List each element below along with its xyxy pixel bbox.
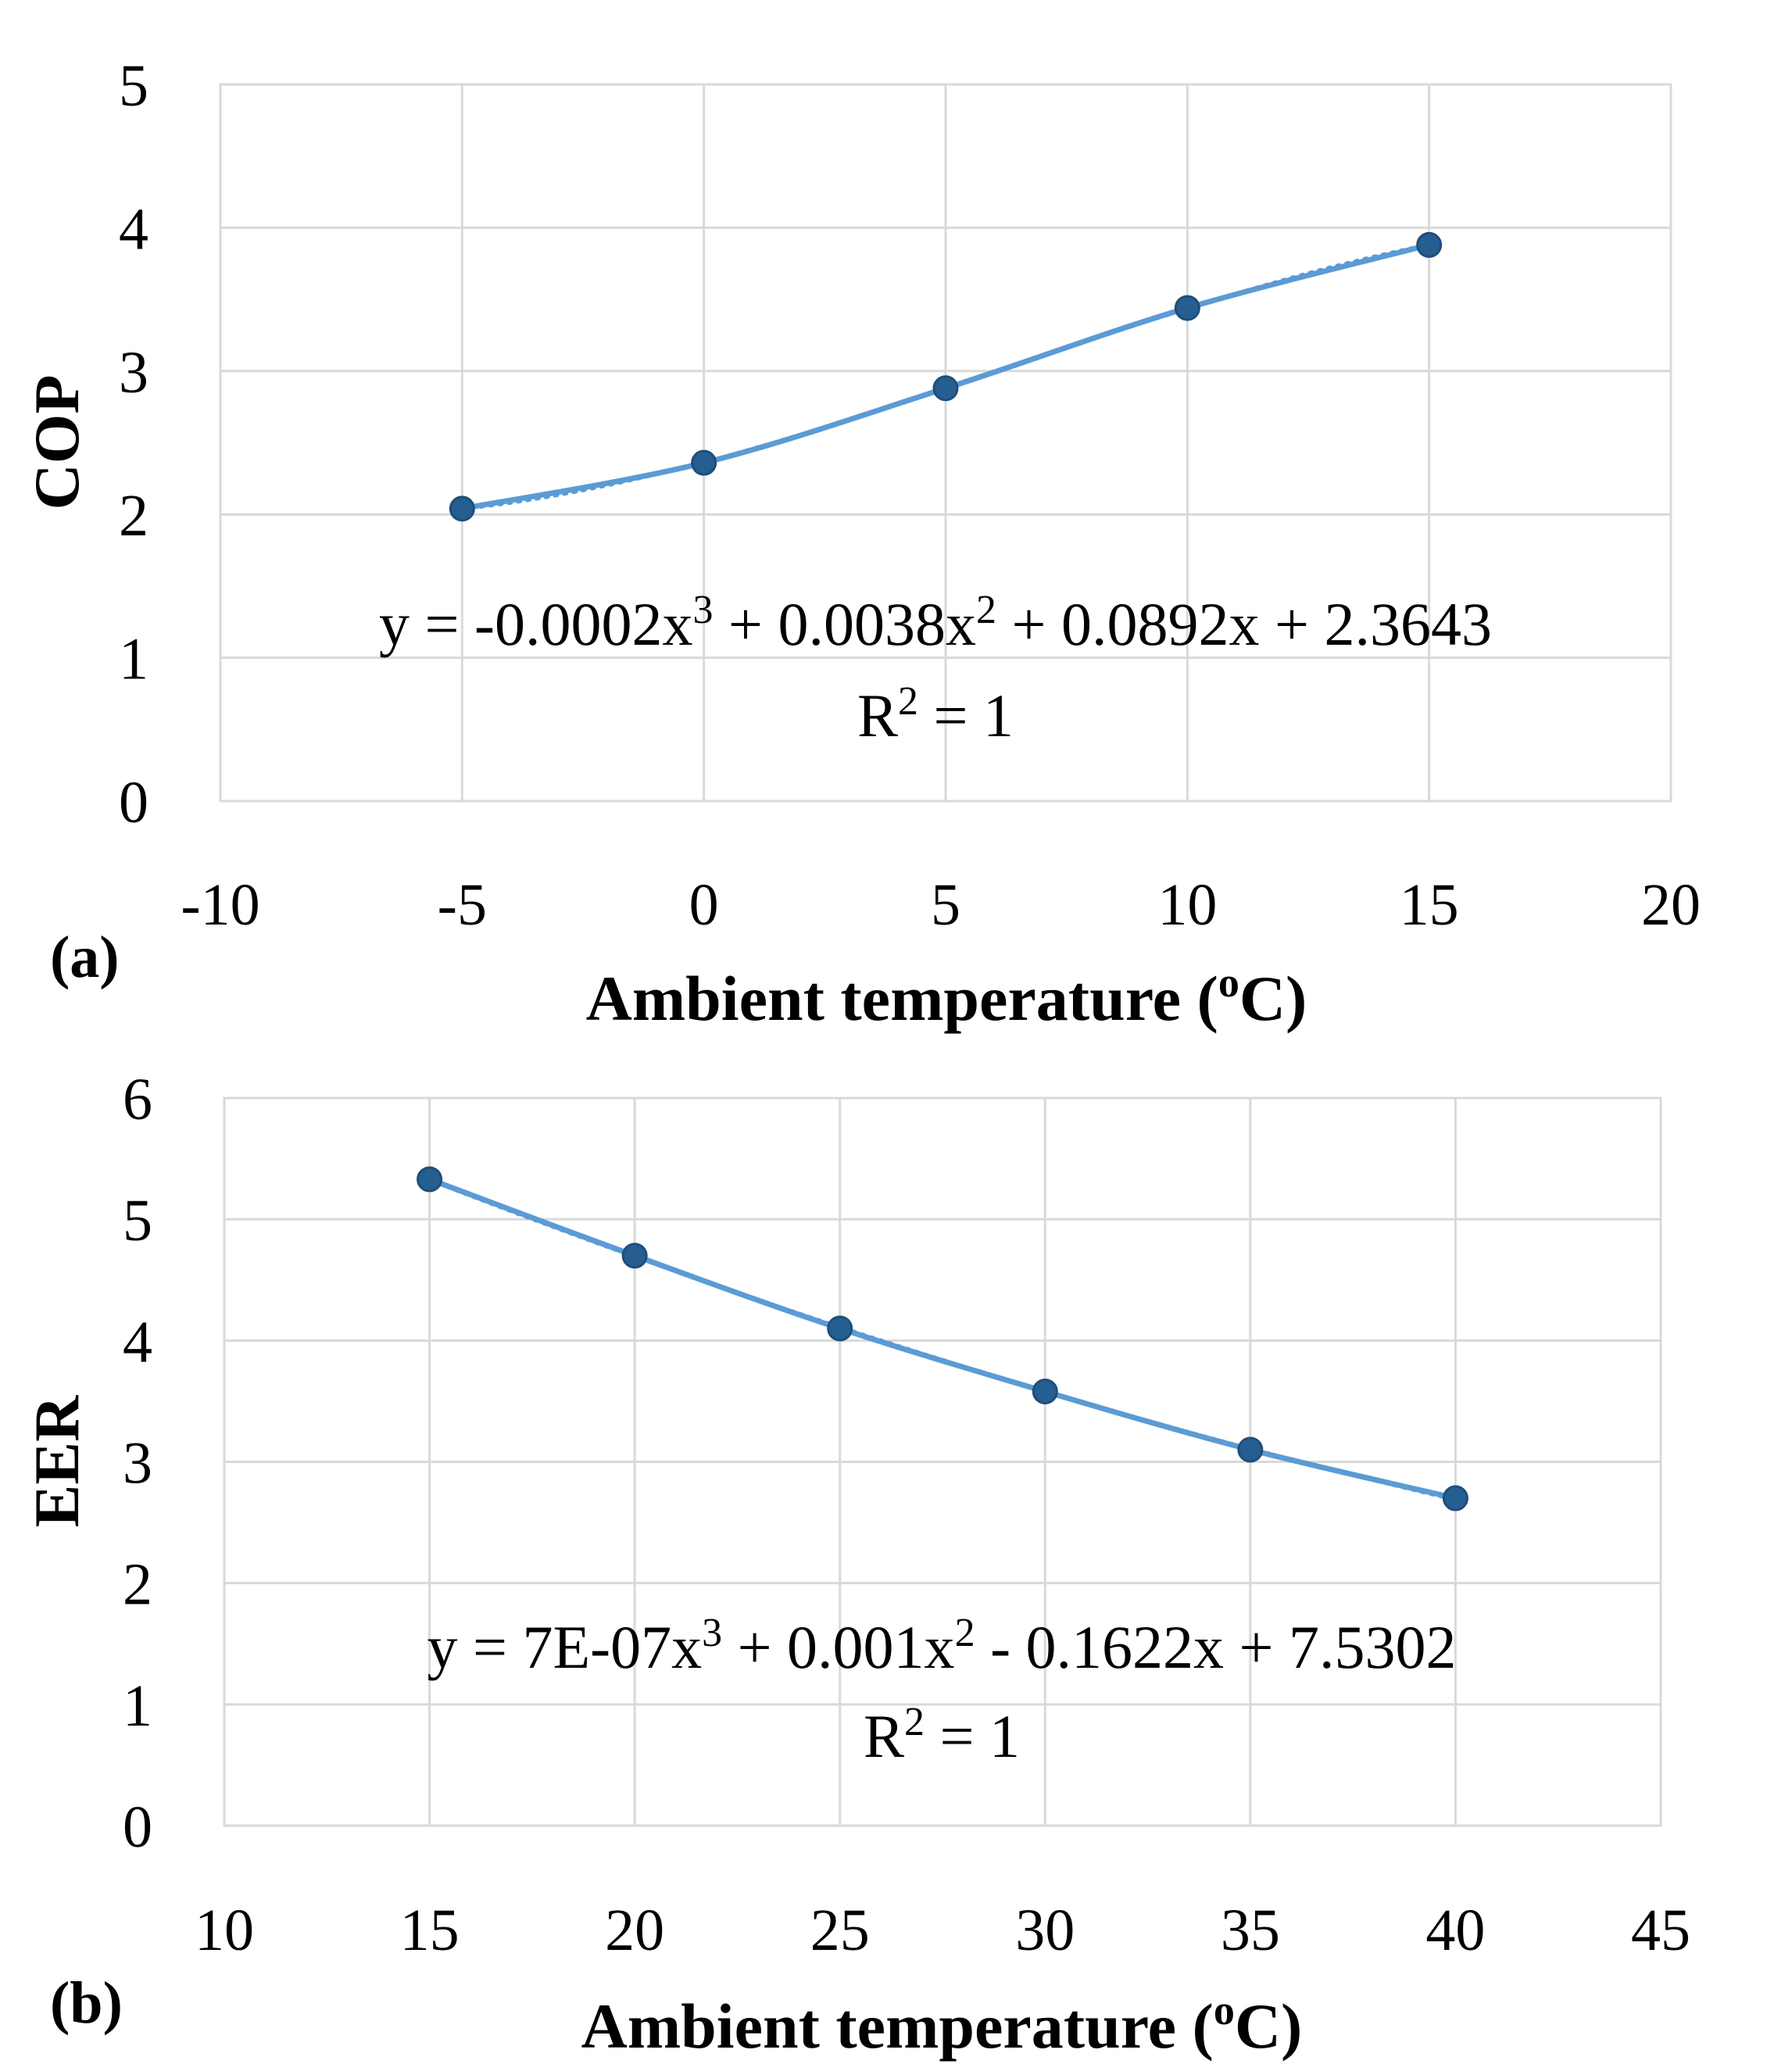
cop-y-tick-label: 0 [119, 770, 148, 835]
eer-data-point [1442, 1485, 1468, 1511]
eer-data-point [621, 1243, 648, 1269]
cop-data-point [449, 495, 475, 522]
eer-data-point [417, 1166, 443, 1193]
cop-r-squared: R2 = 1 [857, 679, 1014, 750]
cop-x-axis-title: Ambient temperature (oC) [586, 959, 1307, 1034]
cop-x-tick-labels: -10 -5 0 5 10 15 20 [181, 872, 1701, 938]
cop-y-tick-labels: 0 1 2 3 4 5 [119, 53, 148, 835]
eer-x-tick-label: 25 [810, 1898, 870, 1963]
eer-data-point [1032, 1379, 1058, 1405]
eer-x-tick-label: 30 [1015, 1898, 1075, 1963]
cop-y-tick-label: 3 [119, 340, 148, 406]
cop-y-tick-label: 1 [119, 627, 148, 692]
cop-x-tick-label: -5 [438, 872, 487, 938]
cop-y-axis-title: COP [21, 374, 92, 510]
cop-x-tick-label: 10 [1157, 872, 1217, 938]
cop-chart: 0 1 2 3 4 5 -10 -5 0 5 10 15 20 y = -0.0002x3 + 0.0… [21, 53, 1701, 1034]
eer-series-line [427, 1176, 1458, 1501]
eer-x-tick-label: 35 [1221, 1898, 1280, 1963]
eer-x-tick-label: 10 [195, 1898, 254, 1963]
cop-data-point [932, 375, 959, 402]
eer-x-tick-label: 20 [605, 1898, 664, 1963]
cop-x-tick-label: 15 [1400, 872, 1459, 938]
eer-x-tick-label: 15 [400, 1898, 460, 1963]
eer-y-axis-title: EER [21, 1395, 92, 1527]
cop-data-point [1416, 231, 1443, 258]
cop-data-points [449, 231, 1443, 522]
eer-data-point [827, 1315, 853, 1342]
cop-data-point [1174, 295, 1200, 321]
eer-r-squared: R2 = 1 [864, 1700, 1020, 1771]
cop-data-point [691, 449, 717, 476]
cop-equation: y = -0.0002x3 + 0.0038x2 + 0.0892x + 2.3… [379, 588, 1492, 659]
eer-data-points [417, 1166, 1468, 1511]
eer-y-tick-label: 1 [123, 1673, 152, 1739]
eer-y-tick-label: 0 [123, 1794, 152, 1860]
eer-x-axis-title: Ambient temperature (oC) [581, 1987, 1303, 2062]
eer-y-tick-label: 5 [123, 1188, 152, 1254]
cop-x-tick-label: 5 [931, 872, 960, 938]
cop-y-tick-label: 2 [119, 483, 148, 549]
eer-y-tick-label: 2 [123, 1552, 152, 1618]
eer-y-tick-label: 3 [123, 1431, 152, 1497]
eer-x-tick-label: 40 [1425, 1898, 1485, 1963]
eer-y-tick-labels: 0 1 2 3 4 5 6 [123, 1067, 152, 1860]
eer-plot-area [223, 1096, 1662, 1827]
cop-x-tick-label: 20 [1641, 872, 1701, 938]
cop-y-tick-label: 4 [119, 196, 148, 262]
eer-y-tick-label: 6 [123, 1067, 152, 1132]
panel-label-b: (b) [50, 1970, 123, 2036]
cop-x-tick-label: 0 [689, 872, 719, 938]
cop-x-tick-label: -10 [181, 872, 259, 938]
eer-equation: y = 7E-07x3 + 0.001x2 - 0.1622x + 7.5302 [427, 1611, 1456, 1682]
eer-x-tick-label: 45 [1631, 1898, 1690, 1963]
cop-y-tick-label: 5 [119, 53, 148, 119]
eer-x-tick-labels: 10 15 20 25 30 35 40 45 [195, 1898, 1690, 1963]
cop-plot-area [219, 83, 1672, 803]
eer-y-tick-label: 4 [123, 1309, 152, 1375]
eer-data-point [1237, 1436, 1264, 1463]
panel-label-a: (a) [50, 925, 120, 990]
